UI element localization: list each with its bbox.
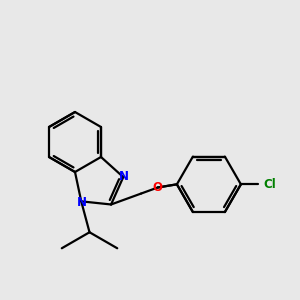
Text: Cl: Cl [263,178,276,191]
Text: N: N [77,196,87,209]
Text: O: O [153,181,163,194]
Text: N: N [119,169,129,183]
